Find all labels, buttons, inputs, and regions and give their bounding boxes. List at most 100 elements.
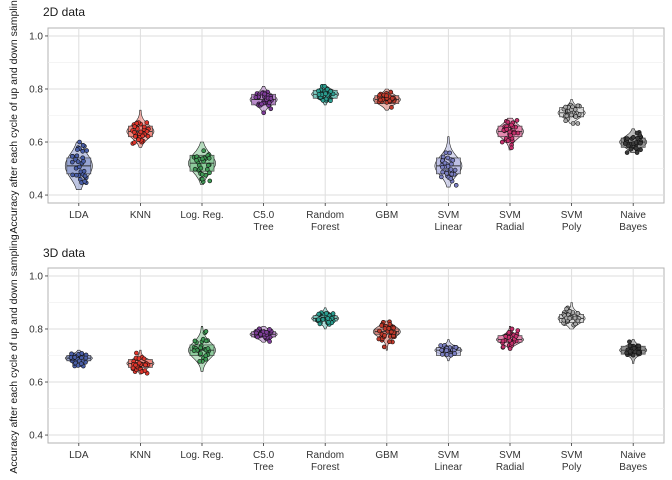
- data-point: [77, 139, 82, 145]
- data-point: [253, 330, 259, 336]
- data-point: [504, 127, 510, 132]
- data-point: [568, 112, 574, 118]
- data-point: [144, 120, 150, 125]
- category-group: [496, 117, 524, 151]
- x-tick-label-line2: Linear: [434, 462, 462, 473]
- data-point: [634, 150, 640, 155]
- category-group: [619, 128, 648, 155]
- category-group: [434, 136, 463, 188]
- x-tick-label: Naive: [620, 210, 646, 221]
- data-point: [567, 315, 573, 321]
- data-point: [624, 150, 630, 155]
- category-group: [126, 349, 155, 376]
- x-tick-label-line2: Poly: [562, 462, 581, 473]
- data-point: [388, 89, 394, 95]
- data-point: [377, 97, 383, 103]
- data-point: [136, 356, 142, 361]
- category-group: [619, 339, 648, 364]
- data-point: [132, 130, 137, 135]
- data-point: [442, 160, 448, 166]
- x-tick-label-line2: Bayes: [619, 222, 647, 233]
- data-point: [573, 114, 579, 119]
- panel-title-3d: 3D data: [43, 246, 85, 260]
- data-point: [627, 339, 632, 345]
- x-tick-label: LDA: [69, 210, 89, 221]
- data-point: [324, 311, 329, 316]
- data-point: [253, 95, 259, 100]
- data-point: [79, 351, 85, 356]
- category-group: [496, 326, 524, 351]
- data-point: [138, 129, 144, 135]
- data-point: [634, 130, 640, 136]
- data-point: [326, 319, 331, 325]
- data-point: [452, 351, 457, 356]
- x-tick-label-line2: Radial: [496, 222, 524, 233]
- data-point: [440, 169, 446, 175]
- data-point: [328, 89, 334, 94]
- category-group: [249, 326, 278, 344]
- data-point: [387, 321, 393, 327]
- data-point: [75, 159, 81, 164]
- x-tick-label-line2: Forest: [311, 462, 340, 473]
- data-point: [268, 106, 274, 112]
- data-point: [198, 351, 203, 356]
- data-point: [624, 136, 630, 141]
- data-point: [84, 148, 89, 153]
- data-point: [203, 353, 209, 359]
- data-point: [389, 105, 394, 110]
- category-group: [434, 339, 463, 362]
- data-point: [82, 173, 88, 179]
- x-tick-label: LDA: [69, 450, 89, 461]
- category-group: [249, 86, 278, 116]
- data-point: [322, 84, 327, 89]
- data-point: [142, 368, 148, 374]
- data-point: [567, 308, 573, 314]
- data-point: [379, 323, 384, 328]
- x-tick-label-line2: Tree: [253, 462, 274, 473]
- data-point: [267, 327, 272, 332]
- x-tick-label-line2: Bayes: [619, 462, 647, 473]
- data-point: [440, 352, 445, 357]
- data-point: [72, 354, 78, 360]
- data-point: [316, 317, 321, 323]
- data-point: [70, 159, 75, 165]
- data-point: [513, 333, 519, 339]
- data-point: [82, 179, 87, 184]
- data-point: [448, 176, 454, 181]
- data-point: [630, 135, 636, 140]
- x-tick-label-line2: Poly: [562, 222, 581, 233]
- data-point: [77, 164, 82, 170]
- data-point: [203, 338, 209, 344]
- panel-3d: 3D data 0.4 0.6 0.8 1.0 LDA KNN Log. Reg. C5.0T…: [29, 246, 665, 473]
- data-point: [575, 311, 581, 316]
- data-point: [444, 348, 449, 353]
- data-point: [500, 338, 506, 344]
- category-group: [372, 319, 401, 351]
- x-tick-label: Log. Reg.: [180, 450, 223, 461]
- data-point: [201, 148, 206, 153]
- data-point: [136, 360, 142, 366]
- data-point: [564, 113, 570, 119]
- y-tick-label: 0.4: [29, 431, 43, 442]
- data-point: [132, 140, 137, 145]
- x-tick-label: KNN: [130, 210, 151, 221]
- x-tick-label: SVM: [561, 210, 583, 221]
- data-point: [199, 172, 205, 177]
- data-point: [198, 165, 204, 171]
- data-point: [443, 150, 449, 156]
- data-point: [134, 121, 140, 126]
- data-point: [81, 168, 87, 174]
- x-tick-label-line2: Linear: [434, 222, 462, 233]
- x-tick-label: GBM: [375, 450, 398, 461]
- data-point: [144, 129, 150, 134]
- data-point: [447, 150, 453, 156]
- x-tick-label: SVM: [561, 450, 583, 461]
- data-point: [627, 349, 633, 354]
- x-tick-label: SVM: [499, 210, 521, 221]
- x-tick-label: SVM: [499, 450, 521, 461]
- data-point: [384, 93, 389, 98]
- data-point: [627, 343, 633, 349]
- data-point: [445, 155, 451, 161]
- data-point: [316, 311, 322, 317]
